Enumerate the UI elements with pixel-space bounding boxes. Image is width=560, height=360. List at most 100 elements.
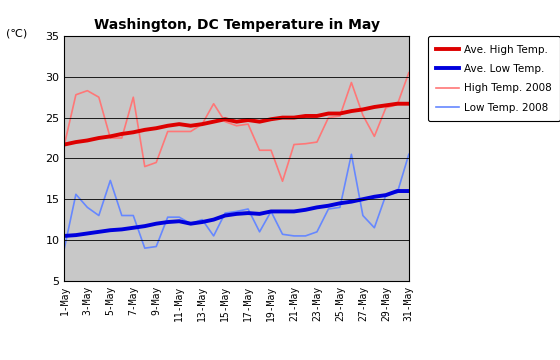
Ave. Low Temp.: [382, 193, 389, 197]
Low Temp. 2008: [153, 244, 160, 249]
High Temp. 2008: [360, 113, 366, 117]
Ave. Low Temp.: [348, 199, 355, 204]
Low Temp. 2008: [291, 234, 297, 238]
Ave. High Temp.: [268, 117, 274, 121]
High Temp. 2008: [382, 105, 389, 110]
Low Temp. 2008: [360, 213, 366, 218]
Low Temp. 2008: [222, 211, 228, 215]
High Temp. 2008: [130, 95, 137, 99]
Ave. High Temp.: [73, 140, 80, 144]
Ave. High Temp.: [337, 111, 343, 116]
High Temp. 2008: [314, 140, 320, 144]
Low Temp. 2008: [141, 246, 148, 250]
Low Temp. 2008: [245, 207, 251, 211]
Ave. High Temp.: [279, 116, 286, 120]
Ave. Low Temp.: [130, 226, 137, 230]
High Temp. 2008: [279, 179, 286, 183]
High Temp. 2008: [233, 123, 240, 128]
Ave. Low Temp.: [73, 233, 80, 237]
Ave. High Temp.: [348, 109, 355, 113]
Ave. High Temp.: [291, 116, 297, 120]
Low Temp. 2008: [210, 234, 217, 238]
High Temp. 2008: [84, 89, 91, 93]
Low Temp. 2008: [119, 213, 125, 218]
Ave. Low Temp.: [107, 228, 114, 232]
High Temp. 2008: [119, 136, 125, 140]
Ave. Low Temp.: [279, 209, 286, 213]
Ave. High Temp.: [165, 123, 171, 128]
High Temp. 2008: [256, 148, 263, 152]
Ave. High Temp.: [233, 120, 240, 124]
High Temp. 2008: [199, 122, 206, 126]
Ave. High Temp.: [371, 105, 377, 109]
High Temp. 2008: [165, 129, 171, 134]
Ave. High Temp.: [256, 120, 263, 124]
Ave. Low Temp.: [394, 189, 401, 193]
High Temp. 2008: [73, 93, 80, 97]
High Temp. 2008: [394, 102, 401, 107]
High Temp. 2008: [405, 71, 412, 75]
Ave. High Temp.: [325, 111, 332, 116]
Low Temp. 2008: [337, 205, 343, 210]
Low Temp. 2008: [165, 215, 171, 219]
High Temp. 2008: [141, 165, 148, 169]
Ave. High Temp.: [405, 102, 412, 106]
Ave. High Temp.: [314, 114, 320, 118]
Ave. High Temp.: [119, 132, 125, 136]
High Temp. 2008: [222, 120, 228, 124]
Ave. Low Temp.: [325, 203, 332, 208]
Low Temp. 2008: [382, 193, 389, 197]
Ave. Low Temp.: [233, 212, 240, 216]
High Temp. 2008: [187, 129, 194, 134]
Ave. Low Temp.: [256, 212, 263, 216]
Ave. Low Temp.: [199, 220, 206, 224]
Ave. Low Temp.: [187, 221, 194, 226]
High Temp. 2008: [107, 136, 114, 140]
High Temp. 2008: [325, 116, 332, 120]
High Temp. 2008: [348, 80, 355, 85]
Low Temp. 2008: [256, 230, 263, 234]
Ave. High Temp.: [199, 122, 206, 126]
Legend: Ave. High Temp., Ave. Low Temp., High Temp. 2008, Low Temp. 2008: Ave. High Temp., Ave. Low Temp., High Te…: [428, 36, 560, 121]
Ave. High Temp.: [302, 114, 309, 118]
Ave. High Temp.: [360, 107, 366, 112]
Ave. High Temp.: [153, 126, 160, 130]
Ave. Low Temp.: [95, 230, 102, 234]
Low Temp. 2008: [61, 246, 68, 250]
Ave. High Temp.: [176, 122, 183, 126]
Low Temp. 2008: [348, 152, 355, 157]
Ave. Low Temp.: [245, 211, 251, 215]
High Temp. 2008: [268, 148, 274, 152]
Ave. Low Temp.: [314, 205, 320, 210]
Low Temp. 2008: [405, 152, 412, 157]
Low Temp. 2008: [107, 178, 114, 183]
Low Temp. 2008: [95, 213, 102, 218]
High Temp. 2008: [153, 160, 160, 165]
Ave. High Temp.: [95, 136, 102, 140]
Low Temp. 2008: [371, 226, 377, 230]
Ave. High Temp.: [382, 103, 389, 108]
Low Temp. 2008: [199, 217, 206, 222]
Low Temp. 2008: [130, 213, 137, 218]
Low Temp. 2008: [268, 209, 274, 213]
Low Temp. 2008: [84, 205, 91, 210]
Ave. Low Temp.: [165, 220, 171, 224]
High Temp. 2008: [337, 114, 343, 118]
Ave. Low Temp.: [268, 209, 274, 213]
Low Temp. 2008: [233, 209, 240, 213]
Text: (℃): (℃): [6, 29, 27, 39]
Ave. High Temp.: [107, 134, 114, 139]
High Temp. 2008: [210, 102, 217, 106]
Low Temp. 2008: [394, 190, 401, 195]
Low Temp. 2008: [302, 234, 309, 238]
Ave. Low Temp.: [405, 189, 412, 193]
Ave. High Temp.: [210, 120, 217, 124]
Ave. Low Temp.: [119, 227, 125, 231]
Low Temp. 2008: [187, 221, 194, 226]
Line: Ave. Low Temp.: Ave. Low Temp.: [64, 191, 409, 236]
Low Temp. 2008: [279, 232, 286, 237]
Low Temp. 2008: [314, 230, 320, 234]
Low Temp. 2008: [73, 192, 80, 197]
Ave. Low Temp.: [176, 219, 183, 224]
Ave. High Temp.: [222, 117, 228, 121]
